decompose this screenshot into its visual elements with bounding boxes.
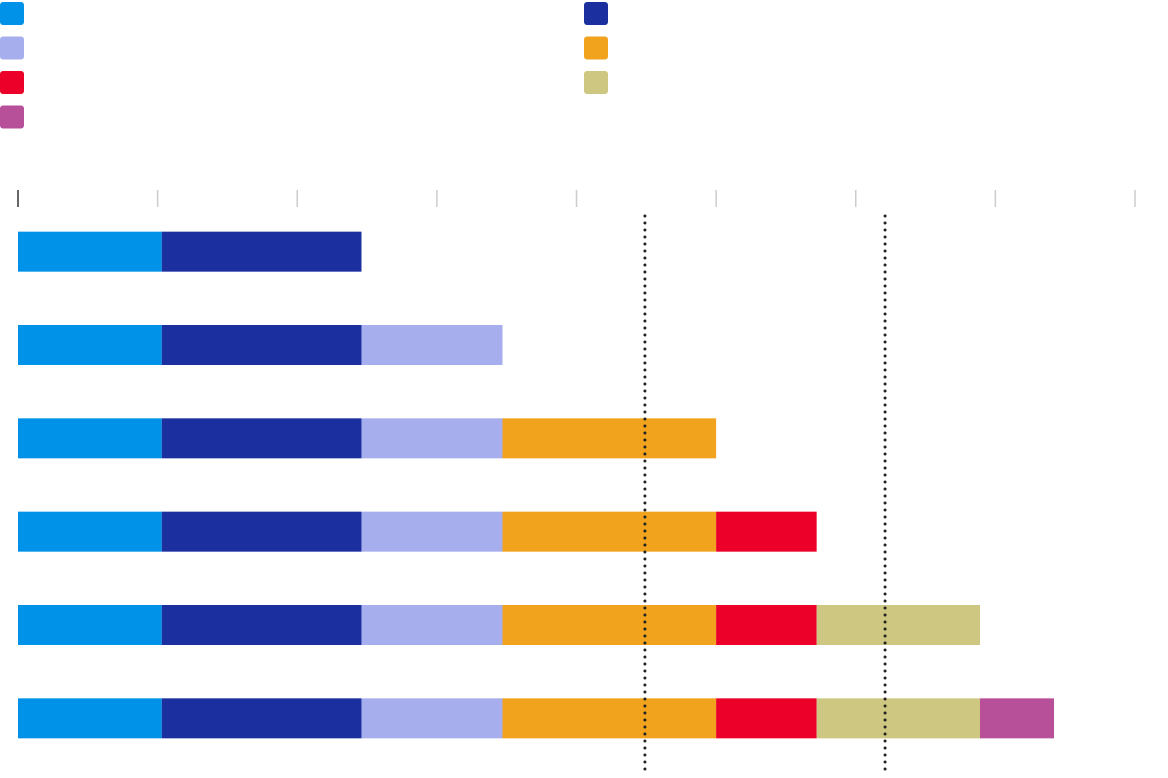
bar-segment [502, 511, 717, 552]
legend-swatch [584, 36, 608, 60]
bar-segment [361, 698, 503, 739]
bar-segment [161, 605, 362, 645]
bar-segment [18, 325, 162, 365]
bar-segment [361, 418, 503, 459]
legend-swatch [584, 71, 608, 94]
bar-segment [502, 418, 717, 459]
bar-segment [18, 231, 162, 272]
legend-swatch [0, 71, 24, 94]
bar-segment [716, 511, 817, 552]
bar-segment [502, 605, 717, 645]
bar-segment [361, 325, 503, 365]
bar-segment [18, 698, 162, 739]
bar-segment [716, 698, 817, 739]
legend-swatch [0, 105, 24, 129]
bar-segment [161, 698, 362, 739]
bar-segment [502, 698, 717, 739]
bar-segment [361, 605, 503, 645]
bar-segment [816, 698, 981, 739]
bar-segment [18, 511, 162, 552]
bar-segment [161, 418, 362, 459]
bar-segment [980, 698, 1055, 739]
bar-segment [161, 325, 362, 365]
bar-segment [161, 511, 362, 552]
bar-segment [18, 418, 162, 459]
legend-swatch [0, 2, 24, 25]
legend-swatch [584, 2, 608, 25]
legend-swatch [0, 36, 24, 60]
bar-segment [361, 511, 503, 552]
bar-segment [18, 605, 162, 645]
bar-segment [161, 231, 362, 272]
bar-segment [716, 605, 817, 645]
bar-segment [816, 605, 981, 645]
